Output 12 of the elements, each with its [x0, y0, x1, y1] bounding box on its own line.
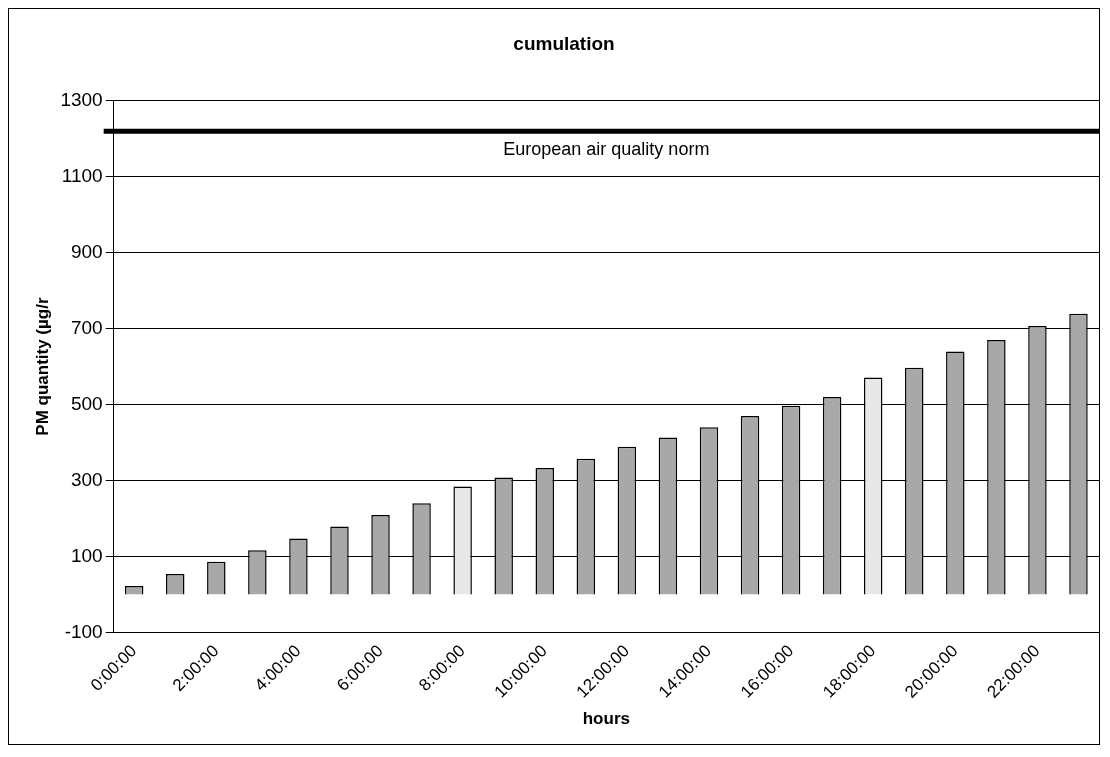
y-tick-label: 900: [70, 240, 103, 262]
y-tick-label: 700: [70, 316, 103, 338]
chart-title: cumulation: [513, 32, 615, 54]
ref-line-label: European air quality norm: [503, 139, 710, 160]
y-tick-label: 100: [70, 544, 103, 566]
y-tick-label: 500: [70, 392, 103, 414]
x-axis-title: hours: [582, 709, 630, 729]
y-axis-title: PM quantity (µg/r: [32, 297, 52, 436]
y-tick-label: 300: [70, 468, 103, 490]
y-tick-label: 1300: [60, 89, 103, 111]
y-tick-label: 1100: [61, 164, 103, 186]
y-tick-label: -100: [64, 620, 103, 642]
